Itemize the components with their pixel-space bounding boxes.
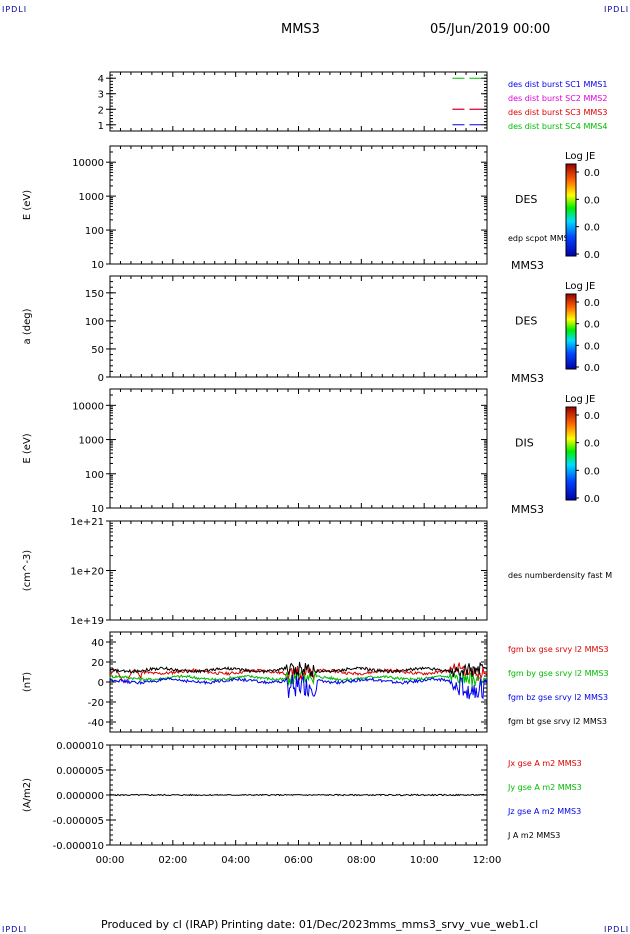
panel1-ytick-label: 2 [98,105,104,116]
panel7-ytick-label: 0.000005 [56,766,104,777]
panel3-frame [109,275,488,378]
x-axis-label: 00:00 [96,855,125,866]
panel3-colorbar-title: Log JE [565,281,595,292]
panel3-ylabel: a (deg) [22,308,33,344]
panel5-ylabel: (cm^-3) [22,550,33,591]
x-axis-label: 04:00 [221,855,250,866]
footer-produced-by: Produced by cl (IRAP) [101,918,219,931]
panel2-ytick-label: 10000 [72,158,104,169]
panel3-sub-label: MMS3 [511,372,544,385]
panel3-ytick-label: 100 [85,317,104,328]
x-axis-label: 08:00 [347,855,376,866]
panel7-legend-1: Jy gse A m2 MMS3 [507,783,582,792]
panel2-colorbar-title: Log JE [565,151,595,162]
header-date: 05/Jun/2019 00:00 [430,22,551,37]
x-axis-label: 02:00 [158,855,187,866]
panel4-frame [109,388,488,509]
panel3-ytick-label: 150 [85,289,104,300]
panel6-series-2-line [109,674,488,700]
panel4-colorbar-label: 0.0 [584,411,600,422]
panel6-ytick-label: 0 [98,678,104,689]
header-spacecraft: MMS3 [281,22,320,37]
panel4-colorbar-label: 0.0 [584,494,600,505]
panel1-legend-0: des dist burst SC1 MMS1 [508,80,607,89]
panel2-frame [109,145,488,265]
panel7-ytick-label: 0.000010 [56,741,104,752]
panel4-ytick-label: 10 [91,504,104,515]
panel6-legend-1: fgm by gse srvy l2 MMS3 [508,669,609,678]
panel3-colorbar [565,293,577,370]
panel1-legend-2: des dist burst SC3 MMS3 [508,108,607,117]
panel7-legend-2: Jz gse A m2 MMS3 [507,807,581,816]
panel2-colorbar-label: 0.0 [584,195,600,206]
panel5-ytick-label: 1e+20 [70,567,104,578]
panel3-colorbar-label: 0.0 [584,341,600,352]
panel2-colorbar-label: 0.0 [584,223,600,234]
panel6-ytick-label: -40 [88,718,104,729]
panel6-ytick-label: 20 [91,658,104,669]
x-axis-label: 12:00 [473,855,502,866]
footer-filename: mms_mms3_srvy_vue_web1.cl [369,918,539,931]
panel5-ytick-label: 1e+21 [70,517,104,528]
panel3-colorbar-label: 0.0 [584,320,600,331]
panel3-colorbar-label: 0.0 [584,363,600,374]
x-axis-label: 06:00 [284,855,313,866]
panel2-ytick-label: 1000 [79,192,104,203]
panel3-right-label: DES [515,315,537,328]
panel1-frame [109,71,488,132]
panel2-sub-label: MMS3 [511,259,544,272]
panel7-ylabel: (A/m2) [22,778,33,812]
panel2-colorbar [565,163,577,257]
panel7-legend-3: J A m2 MMS3 [507,831,560,840]
panel3-colorbar-label: 0.0 [584,298,600,309]
panel6-legend-0: fgm bx gse srvy l2 MMS3 [508,645,609,654]
panel2-ytick-label: 10 [91,260,104,271]
x-axis-label: 10:00 [410,855,439,866]
panel5-ytick-label: 1e+19 [70,616,104,627]
panel6-ytick-label: -20 [88,698,104,709]
panel7-ytick-label: -0.000010 [53,841,104,852]
panel1-legend-3: des dist burst SC4 MMS4 [508,122,607,131]
panel6-legend-2: fgm bz gse srvy l2 MMS3 [508,693,608,702]
panel7-ytick-label: 0.000000 [56,791,104,802]
panel4-sub-label: MMS3 [511,503,544,516]
panel3-ytick-label: 50 [91,345,104,356]
corner-tag-top-left: IPDLI [2,5,28,14]
panel5-legend-0: des numberdensity fast M [508,571,612,580]
panel7-legend-0: Jx gse A m2 MMS3 [507,759,582,768]
corner-tag-top-right: IPDLI [604,5,630,14]
panel2-colorbar-label: 0.0 [584,168,600,179]
panel6-ytick-label: 40 [91,638,104,649]
panel4-colorbar [565,406,577,501]
panel2-ylabel: E (eV) [22,190,33,220]
panel6-legend-3: fgm bt gse srvy l2 MMS3 [508,717,607,726]
panel5-frame [109,520,488,621]
footer-printing-date: Printing date: 01/Dec/2023 [221,918,370,931]
corner-tag-bottom-right: IPDLI [604,925,630,934]
panel4-ytick-label: 100 [85,470,104,481]
panel4-ylabel: E (eV) [22,433,33,463]
corner-tag-bottom-left: IPDLI [2,925,28,934]
panel2-overlay-label: edp scpot MMS3 [508,234,574,243]
panel6-ylabel: (nT) [22,672,33,692]
panel6-series-3-line [109,661,488,678]
panel7-ytick-label: -0.000005 [53,816,104,827]
panel3-ytick-label: 0 [98,373,104,384]
panel1-ytick-label: 4 [98,74,104,85]
panel1-legend-1: des dist burst SC2 MMS2 [508,94,607,103]
panel2-right-label: DES [515,193,537,206]
panel4-right-label: DIS [515,437,534,450]
panel2-colorbar-label: 0.0 [584,250,600,261]
panel1-ytick-label: 1 [98,121,104,132]
panel2-ytick-label: 100 [85,226,104,237]
panel7-series-3-line [109,793,488,797]
panel4-colorbar-label: 0.0 [584,439,600,450]
panel4-ytick-label: 1000 [79,436,104,447]
panel1-ytick-label: 3 [98,90,104,101]
panel4-colorbar-label: 0.0 [584,466,600,477]
panel4-colorbar-title: Log JE [565,394,595,405]
panel4-ytick-label: 10000 [72,401,104,412]
